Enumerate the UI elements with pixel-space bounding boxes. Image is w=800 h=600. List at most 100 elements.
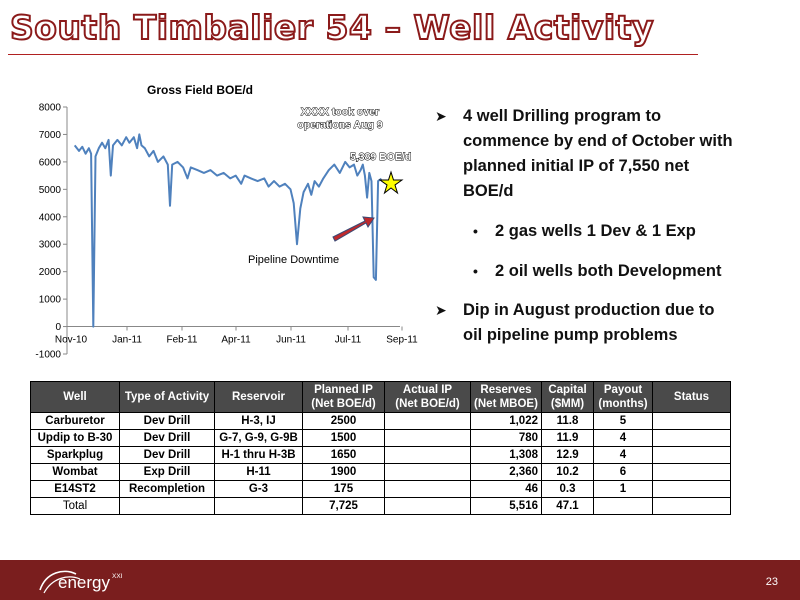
cell-capital: 10.2: [541, 463, 594, 481]
bullet-line: commence by end of October with: [463, 132, 733, 150]
col-header-type: Type of Activity: [119, 381, 215, 413]
bullet-line: Dip in August production due to: [463, 301, 715, 319]
col-header-actual-ip: Actual IP (Net BOE/d): [384, 381, 471, 413]
cell-payout: 4: [593, 429, 653, 447]
cell-reserves: 780: [470, 429, 542, 447]
cell-reservoir: [214, 497, 303, 515]
bullet-line: BOE/d: [463, 182, 514, 200]
col-header-planned-ip: Planned IP (Net BOE/d): [302, 381, 385, 413]
cell-planned-ip: 175: [302, 480, 385, 498]
sub-bullet-text: 2 gas wells 1 Dev & 1 Exp: [495, 222, 696, 240]
y-tick-label: 3000: [39, 240, 62, 251]
y-tick-label: 4000: [39, 212, 62, 223]
y-tick-label: 5000: [39, 185, 62, 196]
cell-planned-ip: 2500: [302, 412, 385, 430]
bullet-line: oil pipeline pump problems: [463, 326, 678, 344]
cell-reservoir: G-7, G-9, G-9B: [214, 429, 303, 447]
cell-total-label: Total: [30, 497, 120, 515]
cell-status: [652, 497, 731, 515]
y-tick-label: 1000: [39, 295, 62, 306]
cell-well: E14ST2: [30, 480, 120, 498]
cell-actual-ip: [384, 497, 471, 515]
cell-reserves: 1,308: [470, 446, 542, 464]
cell-payout: 6: [593, 463, 653, 481]
cell-status: [652, 412, 731, 430]
x-tick-label: Jun-11: [276, 335, 306, 346]
arrow-bullet-icon: ➤: [435, 302, 447, 318]
table-row: Updip to B-30 Dev Drill G-7, G-9, G-9B 1500…: [30, 429, 731, 447]
cell-payout: [593, 497, 653, 515]
table-header-row: Well Type of Activity Reservoir Planned …: [30, 381, 731, 413]
annotation-last-value: 5,389 BOE/d: [350, 151, 411, 163]
y-tick-label: -1000: [35, 350, 61, 361]
footer-bar: [0, 560, 800, 600]
cell-type: Dev Drill: [119, 429, 215, 447]
bullet-line: 4 well Drilling program to: [463, 107, 662, 125]
cell-actual-ip: [384, 480, 471, 498]
star-icon: [378, 170, 404, 195]
dot-bullet-icon: •: [473, 263, 478, 279]
cell-well: Wombat: [30, 463, 120, 481]
y-tick-label: 0: [55, 322, 61, 333]
x-tick-label: Apr-11: [221, 335, 251, 346]
col-header-reserves: Reserves (Net MBOE): [470, 381, 542, 413]
y-tick-label: 7000: [39, 130, 62, 141]
cell-actual-ip: [384, 429, 471, 447]
cell-payout: 4: [593, 446, 653, 464]
bullet-drilling-program: ➤ 4 well Drilling program to commence by…: [435, 104, 733, 204]
cell-reservoir: H-1 thru H-3B: [214, 446, 303, 464]
downtime-arrow-icon: [332, 216, 375, 242]
dot-bullet-icon: •: [473, 223, 478, 239]
y-tick-label: 2000: [39, 267, 62, 278]
chart-title: Gross Field BOE/d: [147, 83, 253, 97]
title-divider: [8, 54, 698, 55]
cell-actual-ip: [384, 463, 471, 481]
logo-superscript: XXI: [112, 573, 123, 580]
gross-field-chart: Gross Field BOE/d -1000 0 1000 2000 3000 4000 5…: [30, 80, 430, 361]
sub-bullet-text: 2 oil wells both Development: [495, 262, 722, 280]
x-tick-label: Jul-11: [335, 335, 362, 346]
cell-well: Updip to B-30: [30, 429, 120, 447]
bullet-august-dip: ➤ Dip in August production due to oil pi…: [435, 298, 714, 348]
col-header-well: Well: [30, 381, 120, 413]
col-header-reservoir: Reservoir: [214, 381, 303, 413]
well-activity-table: Well Type of Activity Reservoir Planned …: [30, 381, 731, 515]
cell-planned-ip: 1650: [302, 446, 385, 464]
cell-capital: 11.8: [541, 412, 594, 430]
cell-planned-ip: 1500: [302, 429, 385, 447]
cell-reserves: 2,360: [470, 463, 542, 481]
chart-svg: Gross Field BOE/d -1000 0 1000 2000 3000 4000 5…: [35, 83, 418, 361]
page-number: 23: [765, 576, 778, 588]
energy-xxi-logo: energy XXI: [39, 570, 123, 594]
table-row: Carburetor Dev Drill H-3, IJ 2500 1,022 11.8 5: [30, 412, 731, 430]
table-row: E14ST2 Recompletion G-3 175 46 0.3 1: [30, 480, 731, 498]
sub-bullet-oil-wells: • 2 oil wells both Development: [473, 259, 721, 284]
cell-well: Carburetor: [30, 412, 120, 430]
cell-capital: 12.9: [541, 446, 594, 464]
bullet-line: planned initial IP of 7,550 net: [463, 157, 690, 175]
col-header-status: Status: [652, 381, 731, 413]
cell-capital: 11.9: [541, 429, 594, 447]
cell-reserves: 46: [470, 480, 542, 498]
cell-capital: 0.3: [541, 480, 594, 498]
cell-payout: 1: [593, 480, 653, 498]
x-tick-label: Nov-10: [55, 335, 88, 346]
x-tick-label: Sep-11: [386, 335, 418, 346]
cell-actual-ip: [384, 446, 471, 464]
cell-reserves: 1,022: [470, 412, 542, 430]
cell-status: [652, 463, 731, 481]
cell-reservoir: G-3: [214, 480, 303, 498]
cell-reservoir: H-11: [214, 463, 303, 481]
cell-status: [652, 446, 731, 464]
col-header-payout: Payout (months): [593, 381, 653, 413]
y-tick-label: 8000: [39, 103, 62, 114]
slide-title: South Timbalier 54 – Well Activity: [9, 7, 654, 48]
cell-type: [119, 497, 215, 515]
x-tick-label: Feb-11: [167, 335, 198, 346]
logo-text: energy: [58, 573, 110, 592]
cell-reservoir: H-3, IJ: [214, 412, 303, 430]
cell-status: [652, 429, 731, 447]
cell-total-planned-ip: 7,725: [302, 497, 385, 515]
cell-actual-ip: [384, 412, 471, 430]
cell-status: [652, 480, 731, 498]
